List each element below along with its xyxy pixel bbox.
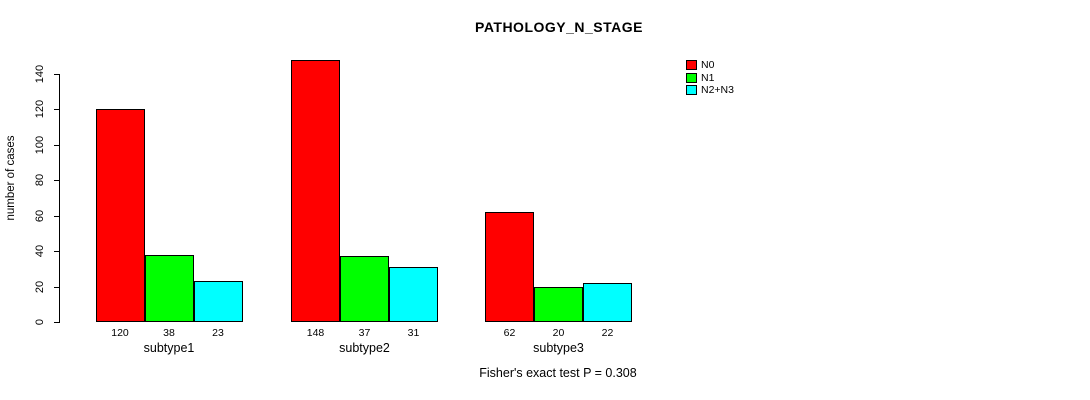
y-tick-label: 100 bbox=[34, 135, 46, 155]
y-tick bbox=[54, 286, 59, 288]
bar-n2+n3-subtype2 bbox=[389, 267, 438, 322]
y-tick bbox=[54, 215, 59, 217]
y-tick-label: 80 bbox=[34, 174, 46, 187]
y-axis-line bbox=[59, 74, 60, 323]
bar-value-label: 31 bbox=[407, 327, 420, 339]
bar-value-label: 62 bbox=[503, 327, 516, 339]
bar-value-label: 120 bbox=[111, 327, 129, 339]
category-label-subtype1: subtype1 bbox=[143, 341, 195, 355]
category-label-subtype2: subtype2 bbox=[339, 341, 390, 355]
y-axis-label: number of cases bbox=[5, 135, 17, 221]
y-tick bbox=[54, 109, 59, 111]
bar-value-label: 22 bbox=[601, 327, 614, 339]
bar-n2+n3-subtype1 bbox=[193, 281, 243, 322]
bar-n1-subtype2 bbox=[340, 256, 389, 322]
y-tick-label: 40 bbox=[34, 245, 46, 258]
chart-title: PATHOLOGY_N_STAGE bbox=[475, 19, 643, 35]
bar-n0-subtype3 bbox=[485, 212, 534, 322]
bar-value-label: 23 bbox=[212, 327, 224, 339]
legend: N0 N1 N2+N3 bbox=[686, 60, 734, 98]
bar-value-label: 37 bbox=[358, 327, 371, 339]
bar-n0-subtype2 bbox=[291, 59, 340, 322]
category-label-subtype3: subtype3 bbox=[533, 341, 584, 355]
legend-row: N2+N3 bbox=[686, 85, 734, 95]
legend-swatch-icon bbox=[686, 72, 697, 83]
footnote: Fisher's exact test P = 0.308 bbox=[479, 366, 637, 380]
bar-value-label: 20 bbox=[552, 327, 565, 339]
y-tick bbox=[54, 74, 59, 75]
bar-n2+n3-subtype3 bbox=[583, 283, 632, 322]
y-tick-label: 120 bbox=[34, 100, 46, 119]
y-tick bbox=[54, 322, 59, 323]
legend-label: N2+N3 bbox=[701, 84, 734, 96]
y-tick-label: 140 bbox=[34, 64, 46, 84]
legend-row: N0 bbox=[686, 60, 734, 70]
y-tick-label: 0 bbox=[34, 318, 46, 326]
bar-n0-subtype1 bbox=[95, 109, 145, 322]
y-tick-label: 20 bbox=[34, 280, 46, 293]
bar-n1-subtype3 bbox=[534, 286, 583, 322]
legend-swatch-icon bbox=[686, 60, 697, 70]
y-tick-label: 60 bbox=[34, 209, 46, 222]
bar-n1-subtype1 bbox=[144, 254, 194, 322]
legend-row: N1 bbox=[686, 71, 734, 84]
y-tick bbox=[54, 144, 59, 146]
legend-label: N0 bbox=[701, 59, 715, 71]
legend-label: N1 bbox=[701, 71, 715, 84]
y-tick bbox=[54, 180, 59, 182]
y-tick bbox=[54, 251, 59, 253]
legend-swatch-icon bbox=[686, 85, 697, 95]
bar-value-label: 148 bbox=[306, 327, 325, 339]
bar-value-label: 38 bbox=[163, 327, 175, 339]
